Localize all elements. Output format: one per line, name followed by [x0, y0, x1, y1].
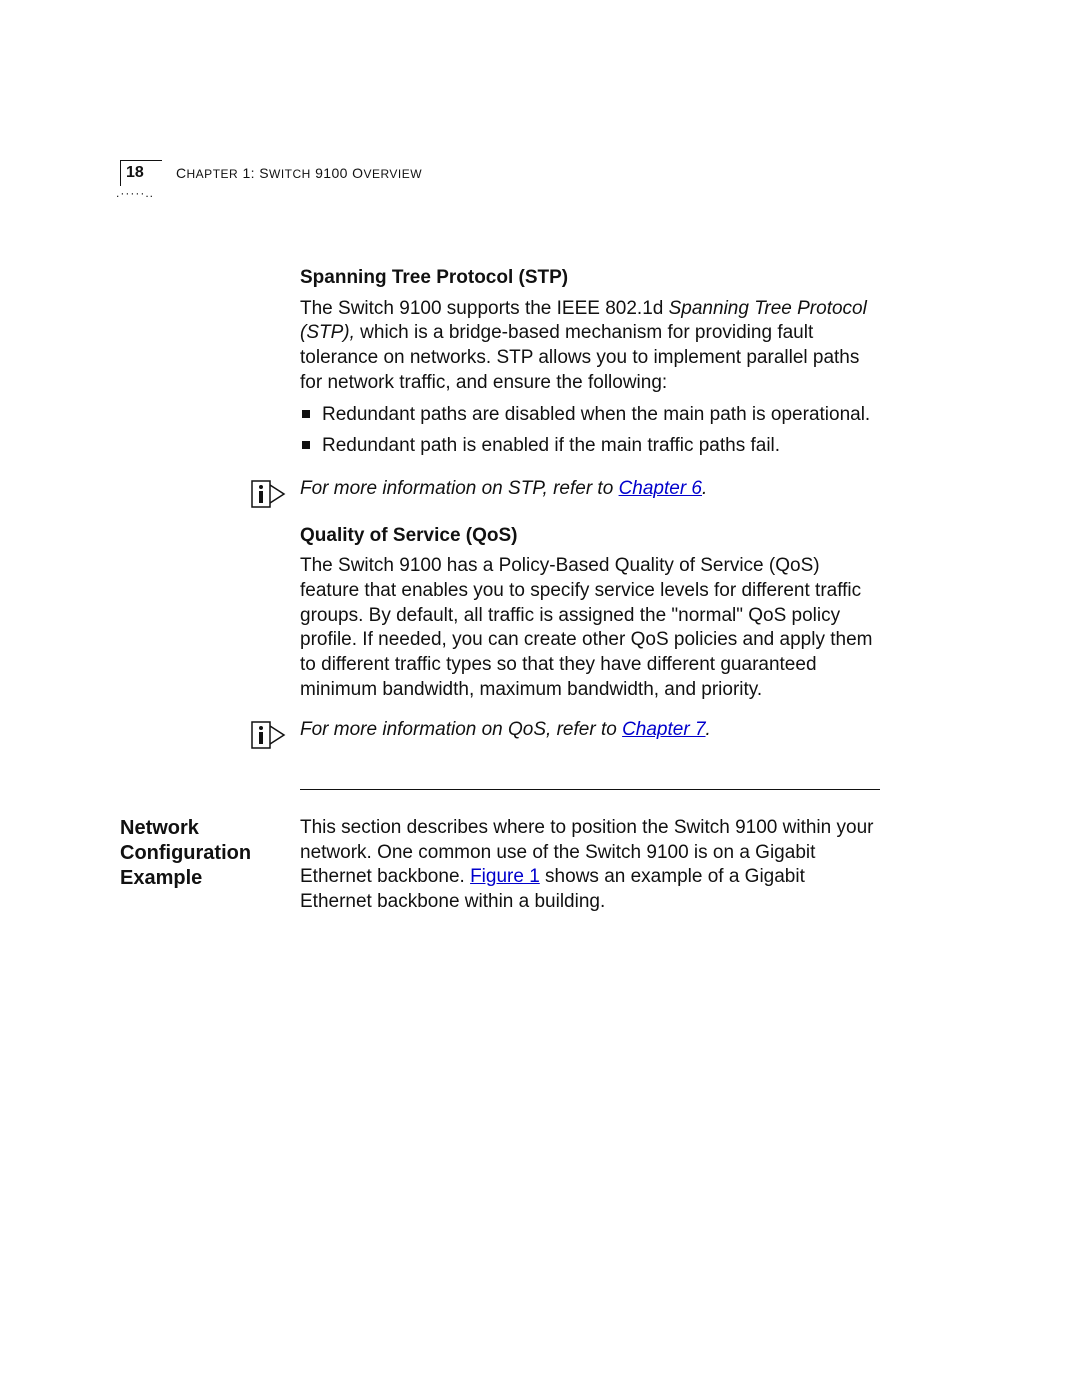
stp-note-post: . [702, 478, 707, 499]
leftcol-label: Network Configuration Example [120, 816, 300, 891]
chapter-text-sc: VERVIEW [363, 167, 422, 181]
chapter-text: C [176, 165, 187, 181]
chapter-text: 9100 O [311, 165, 364, 181]
qos-heading: Quality of Service (QoS) [300, 524, 880, 549]
chapter-text-sc: WITCH [269, 167, 311, 181]
rightcol: This section describes where to position… [300, 816, 880, 923]
stp-bullets: Redundant paths are disabled when the ma… [300, 403, 880, 458]
network-paragraph: This section describes where to position… [300, 816, 880, 915]
stp-note-link[interactable]: Chapter 6 [619, 478, 702, 499]
row-stp-heading: Spanning Tree Protocol (STP) The Switch … [120, 260, 980, 469]
network-section-label: Network Configuration Example [120, 816, 288, 891]
row-network: Network Configuration Example This secti… [120, 816, 980, 923]
row-hr [120, 765, 980, 808]
qos-note-post: . [706, 719, 711, 740]
qos-note-link[interactable]: Chapter 7 [622, 719, 705, 740]
stp-heading: Spanning Tree Protocol (STP) [300, 266, 880, 291]
leftcol-icon [120, 477, 300, 509]
qos-note: For more information on QoS, refer to Ch… [300, 718, 880, 743]
qos-paragraph: The Switch 9100 has a Policy-Based Quali… [300, 554, 880, 702]
rightcol: For more information on STP, refer to Ch… [300, 477, 880, 510]
row-qos-note: For more information on QoS, refer to Ch… [120, 718, 980, 751]
stp-bullet-2: Redundant path is enabled if the main tr… [300, 434, 880, 459]
rightcol: Spanning Tree Protocol (STP) The Switch … [300, 260, 880, 469]
chapter-text-sc: HAPTER [187, 167, 239, 181]
section-divider [300, 789, 880, 790]
row-stp-note: For more information on STP, refer to Ch… [120, 477, 980, 510]
rightcol: Quality of Service (QoS) The Switch 9100… [300, 518, 880, 711]
header-dots: .·····.. [116, 186, 154, 202]
page-number: 18 [126, 163, 144, 184]
page: 18 CHAPTER 1: SWITCH 9100 OVERVIEW .····… [0, 0, 1080, 1397]
stp-para-post: which is a bridge-based mechanism for pr… [300, 322, 859, 392]
rightcol [300, 765, 880, 808]
stp-note: For more information on STP, refer to Ch… [300, 477, 880, 502]
chapter-title: CHAPTER 1: SWITCH 9100 OVERVIEW [176, 164, 422, 183]
rightcol: For more information on QoS, refer to Ch… [300, 718, 880, 751]
stp-para-pre: The Switch 9100 supports the IEEE 802.1d [300, 298, 669, 319]
info-icon [248, 479, 288, 509]
qos-note-pre: For more information on QoS, refer to [300, 719, 622, 740]
stp-bullet-1: Redundant paths are disabled when the ma… [300, 403, 880, 428]
network-figure-link[interactable]: Figure 1 [470, 866, 540, 887]
info-icon [248, 720, 288, 750]
stp-paragraph: The Switch 9100 supports the IEEE 802.1d… [300, 297, 880, 396]
page-header: 18 CHAPTER 1: SWITCH 9100 OVERVIEW .····… [120, 160, 980, 200]
stp-note-pre: For more information on STP, refer to [300, 478, 619, 499]
chapter-text: 1: S [238, 165, 269, 181]
row-qos: Quality of Service (QoS) The Switch 9100… [120, 518, 980, 711]
leftcol-icon [120, 718, 300, 750]
